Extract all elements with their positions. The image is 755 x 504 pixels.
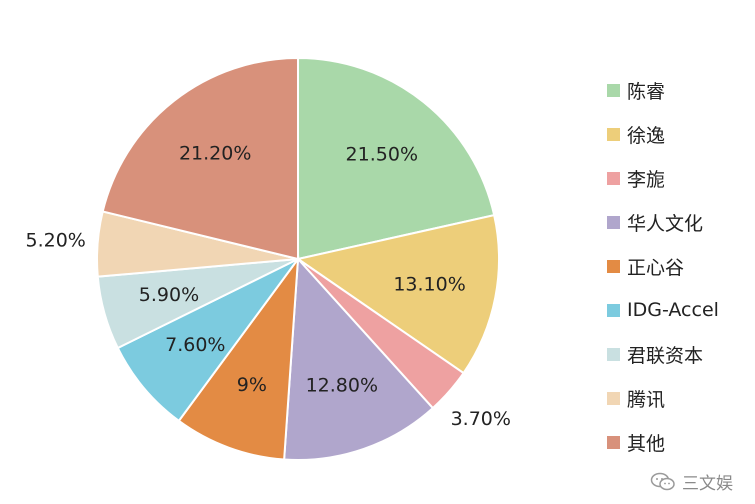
legend-label: IDG-Accel xyxy=(627,299,719,321)
legend-label: 正心谷 xyxy=(627,256,685,279)
legend-item-7: 君联资本 xyxy=(607,332,719,376)
data-label-5: 9% xyxy=(237,374,267,396)
legend-swatch xyxy=(607,347,620,361)
watermark-text: 三文娱 xyxy=(682,474,733,494)
watermark: 三文娱 xyxy=(650,469,733,494)
legend-item-6: IDG-Accel xyxy=(607,288,719,332)
data-label-9: 21.20% xyxy=(179,143,251,165)
chart-legend: 陈睿徐逸李旎华人文化正心谷 IDG-Accel 君联资本腾讯其他 xyxy=(607,68,719,464)
wechat-icon xyxy=(650,472,675,490)
pie-slice-5 xyxy=(177,255,300,461)
pie-slice-2 xyxy=(295,213,500,375)
legend-label: 君联资本 xyxy=(627,344,704,367)
legend-label: 陈睿 xyxy=(627,80,666,103)
pie-slice-9 xyxy=(101,56,299,261)
legend-label: 李旎 xyxy=(627,168,666,191)
pie-slices xyxy=(96,56,500,461)
data-label-2: 13.10% xyxy=(393,274,465,296)
legend-label: 华人文化 xyxy=(627,212,704,235)
legend-swatch xyxy=(607,83,620,97)
data-label-8: 5.20% xyxy=(26,230,86,252)
legend-swatch xyxy=(607,127,620,141)
legend-label: 徐逸 xyxy=(627,124,666,147)
data-label-1: 21.50% xyxy=(346,143,418,165)
pie-slice-4 xyxy=(283,256,435,461)
legend-item-9: 其他 xyxy=(607,420,719,464)
legend-item-3: 李旎 xyxy=(607,156,719,200)
legend-swatch xyxy=(607,303,620,317)
legend-swatch xyxy=(607,435,620,449)
legend-label: 腾讯 xyxy=(627,388,666,411)
data-label-3: 3.70% xyxy=(451,408,511,430)
legend-item-1: 陈睿 xyxy=(607,68,719,112)
legend-swatch xyxy=(607,259,620,273)
legend-swatch xyxy=(607,171,620,185)
legend-swatch xyxy=(607,391,620,405)
legend-label: 其他 xyxy=(627,432,666,455)
data-label-7: 5.90% xyxy=(139,284,199,306)
pie-slice-6 xyxy=(116,258,299,423)
legend-item-5: 正心谷 xyxy=(607,244,719,288)
legend-item-2: 徐逸 xyxy=(607,112,719,156)
legend-swatch xyxy=(607,215,620,229)
data-label-4: 12.80% xyxy=(306,375,378,397)
legend-item-4: 华人文化 xyxy=(607,200,719,244)
pie-slice-1 xyxy=(297,56,496,261)
legend-item-8: 腾讯 xyxy=(607,376,719,420)
data-label-6: 7.60% xyxy=(165,334,225,356)
pie-data-labels: 21.50% 13.10% 3.70% 12.80% 9% 7.60% 5.90% 5.20%… xyxy=(26,143,511,430)
